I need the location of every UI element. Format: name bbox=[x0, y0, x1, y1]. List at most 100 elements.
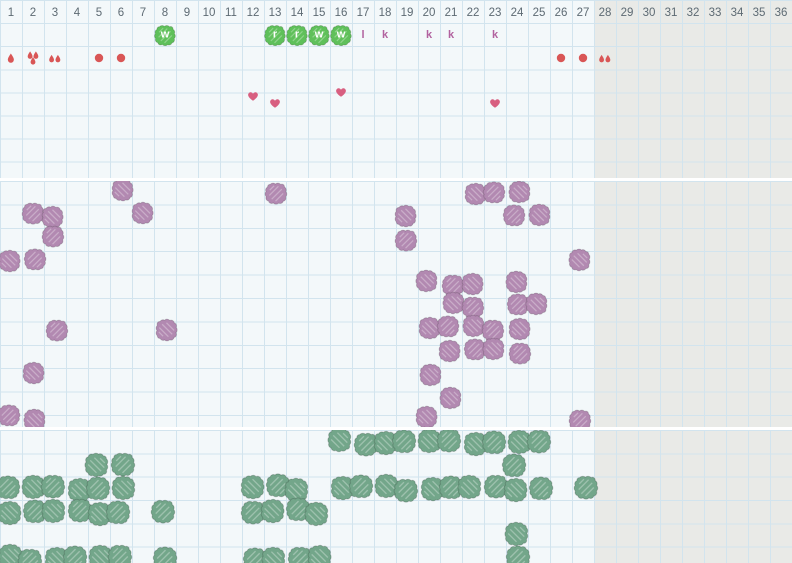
plant-blob-green[interactable] bbox=[111, 475, 137, 501]
water-dot-icon[interactable] bbox=[578, 53, 588, 63]
week-number: 31 bbox=[664, 7, 678, 19]
event-letter[interactable]: k bbox=[425, 29, 433, 41]
plant-blob-purple[interactable] bbox=[568, 409, 592, 427]
plant-blob-purple[interactable] bbox=[508, 341, 532, 365]
event-letter[interactable]: k bbox=[447, 29, 455, 41]
plant-blob-purple[interactable] bbox=[23, 408, 47, 427]
plant-blob-purple[interactable] bbox=[22, 361, 45, 385]
plant-blob-purple[interactable] bbox=[436, 315, 460, 338]
event-letter-blob[interactable]: w bbox=[153, 24, 176, 47]
plant-blob-purple[interactable] bbox=[394, 204, 417, 228]
week-number: 29 bbox=[620, 7, 634, 19]
plant-blob-purple[interactable] bbox=[264, 182, 288, 206]
plant-blob-green[interactable] bbox=[152, 546, 178, 563]
plant-blob-purple[interactable] bbox=[525, 292, 549, 316]
event-letter-blob[interactable]: r bbox=[263, 24, 286, 47]
plant-blob-green[interactable] bbox=[260, 498, 285, 524]
plant-blob-green[interactable] bbox=[393, 478, 419, 504]
plant-blob-green[interactable] bbox=[84, 452, 110, 478]
purple-crops-band[interactable] bbox=[0, 181, 792, 427]
event-letter: w bbox=[160, 28, 170, 41]
event-letter[interactable]: k bbox=[491, 29, 499, 41]
week-number: 15 bbox=[312, 7, 326, 19]
plant-blob-green[interactable] bbox=[436, 430, 462, 453]
water-droplet-icon[interactable] bbox=[49, 53, 62, 63]
plant-blob-purple[interactable] bbox=[502, 204, 526, 227]
plant-blob-green[interactable] bbox=[107, 544, 133, 563]
plant-blob-purple[interactable] bbox=[111, 181, 134, 202]
plant-blob-green[interactable] bbox=[457, 474, 483, 500]
heart-icon[interactable] bbox=[489, 98, 501, 109]
plant-blob-green[interactable] bbox=[62, 545, 88, 563]
event-letter-blob[interactable]: w bbox=[329, 24, 352, 47]
event-letter: w bbox=[314, 28, 324, 41]
plant-blob-purple[interactable] bbox=[505, 270, 529, 294]
week-number: 6 bbox=[117, 7, 125, 19]
plant-blob-green[interactable] bbox=[304, 501, 330, 527]
water-dot-icon[interactable] bbox=[94, 53, 104, 63]
heart-icon[interactable] bbox=[247, 91, 259, 102]
event-letter-blob[interactable]: r bbox=[285, 24, 308, 47]
plant-blob-purple[interactable] bbox=[155, 318, 178, 342]
plant-blob-purple[interactable] bbox=[482, 181, 506, 205]
plant-blob-green[interactable] bbox=[528, 476, 554, 502]
plant-blob-purple[interactable] bbox=[568, 248, 592, 272]
plant-blob-purple[interactable] bbox=[415, 405, 438, 427]
plant-blob-green[interactable] bbox=[0, 475, 21, 501]
plant-blob-green[interactable] bbox=[150, 498, 176, 524]
plant-blob-green[interactable] bbox=[327, 430, 353, 453]
plant-blob-green[interactable] bbox=[40, 474, 66, 500]
week-number: 36 bbox=[774, 7, 788, 19]
plant-blob-green[interactable] bbox=[307, 544, 332, 563]
plant-blob-green[interactable] bbox=[391, 430, 417, 454]
events-calendar-band[interactable]: 1 2 3 4 5 6 7 8 9 10 11 12 13 14 15 16 17 18 19 20 21 22 23 24 2… bbox=[0, 0, 792, 178]
plant-blob-green[interactable] bbox=[526, 430, 552, 454]
week-number: 33 bbox=[708, 7, 722, 19]
event-letter[interactable]: k bbox=[381, 29, 389, 41]
plant-blob-purple[interactable] bbox=[0, 249, 21, 273]
plant-blob-purple[interactable] bbox=[23, 248, 47, 272]
plant-blob-green[interactable] bbox=[481, 430, 507, 455]
plant-blob-green[interactable] bbox=[0, 500, 22, 526]
plant-blob-green[interactable] bbox=[240, 474, 265, 500]
plant-blob-purple[interactable] bbox=[131, 201, 154, 225]
heart-icon[interactable] bbox=[269, 98, 281, 109]
plant-blob-purple[interactable] bbox=[438, 339, 461, 363]
week-number: 8 bbox=[161, 7, 169, 19]
water-dot-icon[interactable] bbox=[556, 53, 566, 63]
green-crops-band[interactable] bbox=[0, 430, 792, 563]
plant-blob-green[interactable] bbox=[503, 477, 528, 503]
plant-blob-purple[interactable] bbox=[45, 318, 69, 342]
plant-blob-green[interactable] bbox=[41, 498, 67, 524]
plant-blob-purple[interactable] bbox=[394, 228, 418, 252]
water-dot-icon[interactable] bbox=[116, 53, 126, 63]
plant-blob-green[interactable] bbox=[17, 548, 43, 563]
plant-blob-green[interactable] bbox=[505, 545, 531, 563]
week-number: 12 bbox=[246, 7, 260, 19]
plant-blob-green[interactable] bbox=[504, 521, 530, 547]
week-number: 22 bbox=[466, 7, 480, 19]
plant-blob-purple[interactable] bbox=[419, 363, 443, 387]
water-droplet-icon[interactable] bbox=[27, 51, 39, 65]
week-number: 28 bbox=[598, 7, 612, 19]
plant-blob-purple[interactable] bbox=[415, 269, 439, 293]
plant-blob-purple[interactable] bbox=[528, 203, 552, 227]
plant-blob-purple[interactable] bbox=[508, 317, 531, 341]
water-droplet-icon[interactable] bbox=[599, 53, 612, 63]
plant-blob-purple[interactable] bbox=[41, 224, 65, 248]
plant-blob-green[interactable] bbox=[105, 499, 131, 525]
heart-icon[interactable] bbox=[335, 87, 347, 98]
plant-blob-green[interactable] bbox=[348, 474, 374, 500]
event-letter[interactable]: l bbox=[361, 29, 365, 41]
plant-blob-purple[interactable] bbox=[0, 404, 21, 427]
week-number: 5 bbox=[95, 7, 103, 19]
week-number: 2 bbox=[29, 7, 37, 19]
plant-blob-purple[interactable] bbox=[439, 386, 463, 410]
water-droplet-icon[interactable] bbox=[7, 53, 15, 63]
plant-blob-purple[interactable] bbox=[482, 336, 506, 360]
plant-blob-purple[interactable] bbox=[508, 181, 532, 204]
event-letter-blob[interactable]: w bbox=[307, 24, 330, 47]
plant-blob-green[interactable] bbox=[573, 475, 599, 501]
plant-blob-green[interactable] bbox=[261, 546, 287, 563]
plant-blob-green[interactable] bbox=[110, 452, 136, 477]
